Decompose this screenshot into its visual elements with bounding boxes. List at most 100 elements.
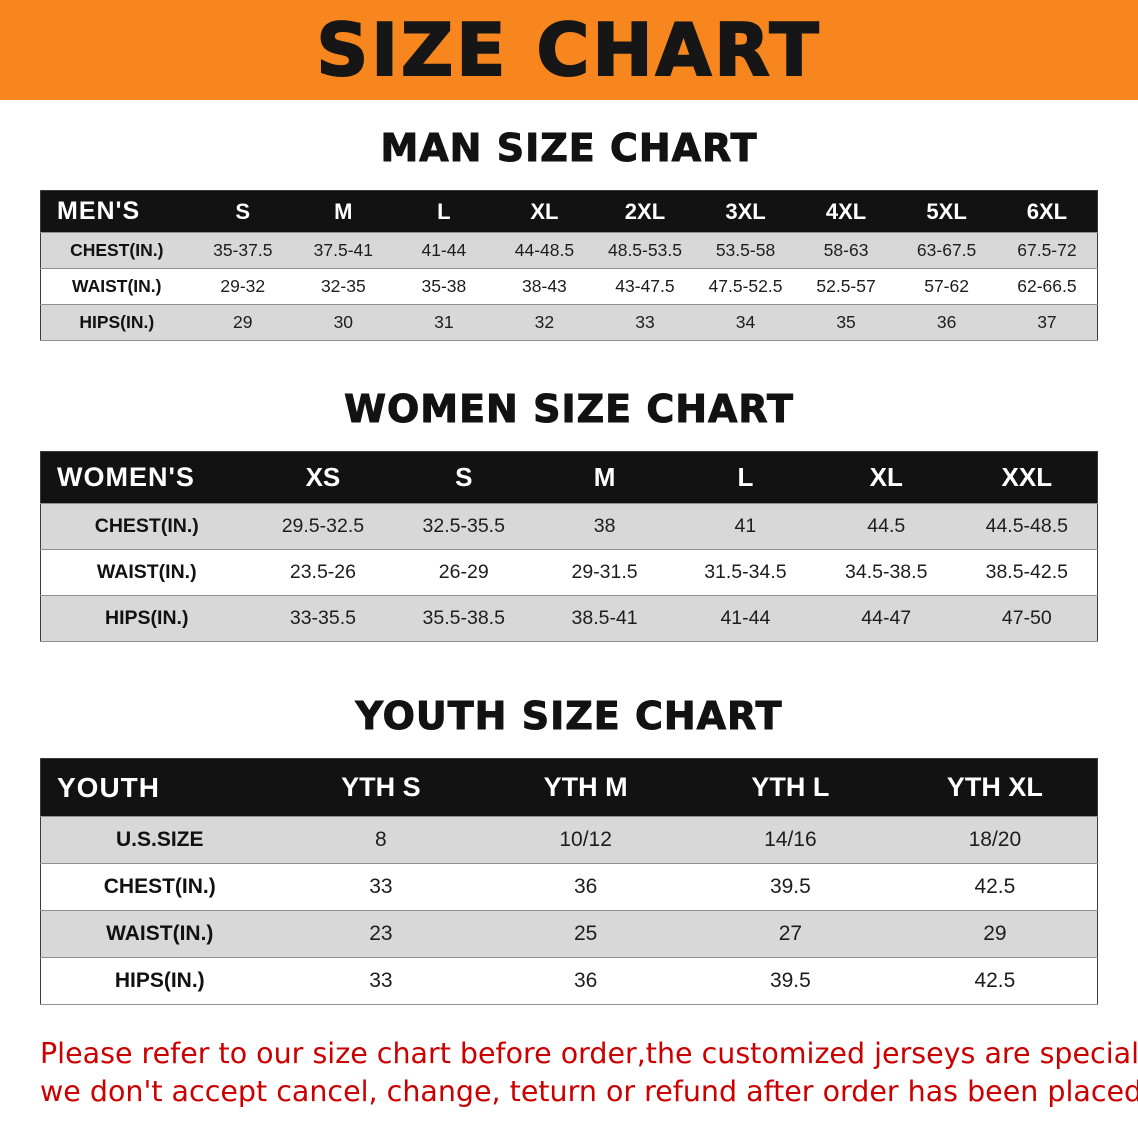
size-value-cell: 41-44: [421, 240, 467, 260]
size-column-header: 4XL: [795, 190, 897, 233]
size-value-cell: 44-48.5: [514, 240, 575, 260]
size-value-cell: 42.5: [974, 875, 1016, 898]
size-value-cell: 36: [573, 875, 598, 898]
size-value-cell: 38: [593, 515, 616, 537]
measurement-row: CHEST(IN.) 33 36 39.5 42.5: [40, 863, 1098, 911]
size-value-cell: 41: [734, 515, 757, 537]
size-column-header: M: [534, 451, 675, 504]
size-value-cell: 29: [983, 922, 1007, 945]
size-value-cell: 29-31.5: [571, 561, 638, 583]
size-value-cell: 57-62: [924, 276, 969, 296]
size-value-cell: 44.5-48.5: [985, 515, 1069, 537]
size-value-cell: 35: [836, 312, 856, 332]
size-value-cell: 32.5-35.5: [422, 515, 505, 537]
size-column-header: S: [192, 190, 294, 233]
measurement-row-label: WAIST(IN.): [106, 922, 214, 945]
measurement-row: WAIST(IN.) 23.5-26 26-29 29-31.5 31.5-34.5 34…: [40, 549, 1098, 596]
measurement-row: WAIST(IN.) 23 25 27 29: [40, 910, 1098, 958]
size-column-header: YTH M: [483, 758, 688, 817]
measurement-row: HIPS(IN.) 33 36 39.5 42.5: [40, 957, 1098, 1005]
size-value-cell: 33-35.5: [289, 607, 356, 629]
youth-size-table: YOUTH YTH S YTH M YTH L YTH XL U.S.SIZE 8 10/12…: [40, 758, 1098, 1005]
size-value-cell: 36: [573, 969, 598, 992]
size-table-header-row: YOUTH YTH S YTH M YTH L YTH XL: [40, 758, 1098, 817]
disclaimer-line-2: we don't accept cancel, change, teturn o…: [40, 1075, 1138, 1109]
size-column-header: L: [393, 190, 495, 233]
size-value-cell: 37: [1037, 312, 1057, 332]
size-value-cell: 43-47.5: [615, 276, 675, 296]
size-value-cell: 30: [333, 312, 354, 332]
size-column-header: YTH S: [278, 758, 484, 817]
size-value-cell: 37.5-41: [313, 240, 373, 260]
size-value-cell: 47-50: [1001, 607, 1052, 629]
size-value-cell: 31.5-34.5: [704, 561, 787, 583]
size-value-cell: 52.5-57: [816, 276, 876, 296]
men-size-section: MAN SIZE CHART MEN'S S M L XL 2XL 3XL 4XL 5XL 6XL…: [0, 126, 1138, 341]
size-value-cell: 31: [434, 312, 454, 332]
measurement-row-label: CHEST(IN.): [103, 875, 216, 898]
size-value-cell: 34.5-38.5: [845, 561, 928, 583]
women-size-chart-heading: WOMEN SIZE CHART: [344, 387, 794, 432]
size-value-cell: 41-44: [720, 607, 771, 629]
disclaimer-line-1: Please refer to our size chart before or…: [40, 1037, 1138, 1070]
youth-size-chart-heading: YOUTH SIZE CHART: [355, 694, 783, 739]
measurement-row: WAIST(IN.) 29-32 32-35 35-38 38-43 43-47.5 47.…: [40, 268, 1098, 305]
size-column-header: 5XL: [896, 190, 997, 233]
measurement-row: CHEST(IN.) 35-37.5 37.5-41 41-44 44-48.5 48.5…: [40, 232, 1098, 269]
size-column-header: XS: [252, 451, 394, 504]
size-value-cell: 38.5-41: [571, 607, 638, 629]
size-value-cell: 34: [735, 312, 756, 332]
table-corner-label: WOMEN'S: [40, 451, 253, 504]
size-chart-title: SIZE CHART: [315, 8, 822, 92]
size-value-cell: 35-37.5: [213, 240, 273, 260]
table-corner-label: MEN'S: [40, 190, 193, 233]
size-column-header: YTH XL: [892, 758, 1098, 817]
measurement-row-label: HIPS(IN.): [114, 969, 205, 992]
measurement-row-label: U.S.SIZE: [115, 828, 204, 851]
measurement-row: CHEST(IN.) 29.5-32.5 32.5-35.5 38 41 44.5 44.5…: [40, 503, 1098, 550]
disclaimer: Please refer to our size chart before or…: [40, 1035, 1138, 1112]
size-value-cell: 18/20: [968, 828, 1022, 851]
size-table-header-row: WOMEN'S XS S M L XL XXL: [40, 451, 1098, 504]
size-value-cell: 35.5-38.5: [422, 607, 505, 629]
size-column-header: 3XL: [695, 190, 796, 233]
size-value-cell: 23.5-26: [289, 561, 356, 583]
measurement-row-label: CHEST(IN.): [94, 515, 199, 537]
size-column-header: YTH L: [688, 758, 893, 817]
size-value-cell: 23: [369, 922, 393, 945]
size-value-cell: 36: [936, 312, 957, 332]
size-value-cell: 38-43: [522, 276, 567, 296]
size-value-cell: 25: [573, 922, 598, 945]
size-value-cell: 39.5: [769, 875, 811, 898]
size-value-cell: 62-66.5: [1017, 276, 1077, 296]
women-size-section: WOMEN SIZE CHART WOMEN'S XS S M L XL XXL CHEST(…: [0, 387, 1138, 642]
size-value-cell: 29.5-32.5: [281, 515, 365, 537]
size-column-header: XL: [494, 190, 595, 233]
mens-size-table: MEN'S S M L XL 2XL 3XL 4XL 5XL 6XL CHEST(IN.) 35-37…: [40, 190, 1098, 341]
measurement-row-label: WAIST(IN.): [72, 276, 162, 296]
measurement-row: HIPS(IN.) 29 30 31 32 33 34 35 36 37: [40, 304, 1098, 341]
size-value-cell: 67.5-72: [1017, 240, 1077, 260]
size-column-header: XXL: [956, 451, 1098, 504]
measurement-row-label: HIPS(IN.): [79, 312, 155, 332]
size-value-cell: 29-32: [220, 276, 266, 296]
size-column-header: L: [674, 451, 816, 504]
men-size-chart-heading: MAN SIZE CHART: [380, 126, 758, 171]
size-value-cell: 26-29: [438, 561, 489, 583]
size-value-cell: 35-38: [421, 276, 467, 296]
size-value-cell: 44-47: [861, 607, 912, 629]
size-chart-banner: SIZE CHART: [0, 0, 1138, 100]
size-value-cell: 47.5-52.5: [708, 276, 783, 296]
size-value-cell: 27: [778, 922, 803, 945]
size-value-cell: 32: [534, 312, 555, 332]
size-value-cell: 38.5-42.5: [985, 561, 1069, 583]
size-value-cell: 10/12: [559, 828, 612, 851]
size-value-cell: 33: [369, 875, 393, 898]
size-value-cell: 8: [375, 828, 387, 851]
size-value-cell: 42.5: [974, 969, 1016, 992]
size-column-header: S: [393, 451, 535, 504]
size-table-header-row: MEN'S S M L XL 2XL 3XL 4XL 5XL 6XL: [40, 190, 1098, 233]
measurement-row-label: HIPS(IN.): [105, 607, 189, 629]
measurement-row: HIPS(IN.) 33-35.5 35.5-38.5 38.5-41 41-44 44-…: [40, 595, 1098, 642]
size-value-cell: 63-67.5: [916, 240, 977, 260]
